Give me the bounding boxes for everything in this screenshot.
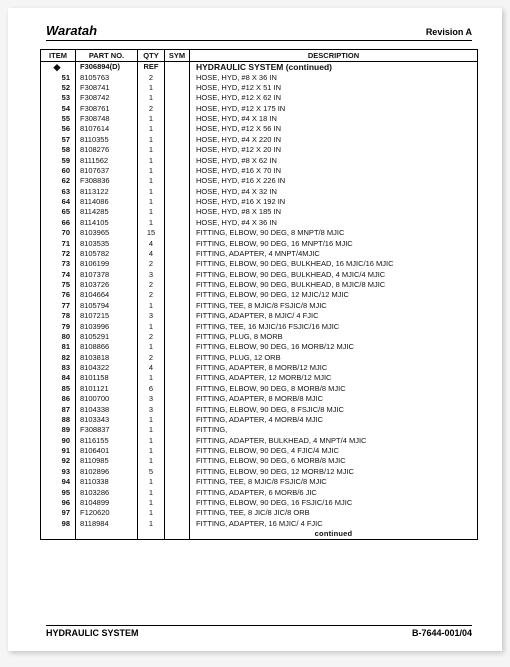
table-row: 9181064011FITTING, ELBOW, 90 DEG, 4 FJIC… bbox=[41, 446, 478, 456]
table-row: 9881189841FITTING, ADAPTER, 16 MJIC/ 4 F… bbox=[41, 519, 478, 529]
table-row: 7681046642FITTING, ELBOW, 90 DEG, 12 MJI… bbox=[41, 290, 478, 300]
table-row: 97F1206201FITTING, TEE, 8 JIC/8 JIC/8 OR… bbox=[41, 508, 478, 518]
table-row: 52F3087411HOSE, HYD, #12 X 51 IN bbox=[41, 83, 478, 93]
parts-table: ITEM PART NO. QTY SYM DESCRIPTION ◆ F306… bbox=[40, 49, 478, 540]
col-item: ITEM bbox=[41, 50, 76, 62]
table-row: 8081052912FITTING, PLUG, 8 MORB bbox=[41, 332, 478, 342]
table-row: 8881033431FITTING, ADAPTER, 4 MORB/4 MJI… bbox=[41, 415, 478, 425]
revision-label: Revision A bbox=[426, 27, 472, 37]
table-row: 70810396515FITTING, ELBOW, 90 DEG, 8 MNP… bbox=[41, 228, 478, 238]
table-row: 7481073783FITTING, ELBOW, 90 DEG, BULKHE… bbox=[41, 270, 478, 280]
table-row: 6081076371HOSE, HYD, #16 X 70 IN bbox=[41, 166, 478, 176]
col-desc: DESCRIPTION bbox=[190, 50, 478, 62]
table-row: 5781103551HOSE, HYD, #4 X 220 IN bbox=[41, 135, 478, 145]
table-row: 55F3087481HOSE, HYD, #4 X 18 IN bbox=[41, 114, 478, 124]
table-row: 7981039961FITTING, TEE, 16 MJIC/16 FSJIC… bbox=[41, 321, 478, 331]
table-row: 54F3087612HOSE, HYD, #12 X 175 IN bbox=[41, 104, 478, 114]
table-row: 7181035354FITTING, ELBOW, 90 DEG, 16 MNP… bbox=[41, 238, 478, 248]
table-row: 5681076141HOSE, HYD, #12 X 56 IN bbox=[41, 124, 478, 134]
table-row: 5181057632HOSE, HYD, #8 X 36 IN bbox=[41, 72, 478, 82]
table-row: 8781043383FITTING, ELBOW, 90 DEG, 8 FSJI… bbox=[41, 404, 478, 414]
table-row: 9081161551FITTING, ADAPTER, BULKHEAD, 4 … bbox=[41, 436, 478, 446]
table-row: 62F3088361HOSE, HYD, #16 X 226 IN bbox=[41, 176, 478, 186]
table-row: 6681141051HOSE, HYD, #4 X 36 IN bbox=[41, 218, 478, 228]
section-symbol: ◆ bbox=[41, 62, 76, 73]
table-row: 8581011216FITTING, ELBOW, 90 DEG, 8 MORB… bbox=[41, 384, 478, 394]
table-row: 89F3088371FITTING, bbox=[41, 425, 478, 435]
section-ref-qty: REF bbox=[138, 62, 165, 73]
table-row: 9381028965FITTING, ELBOW, 90 DEG, 12 MOR… bbox=[41, 467, 478, 477]
col-sym: SYM bbox=[165, 50, 190, 62]
table-row: 7881072153FITTING, ADAPTER, 8 MJIC/ 4 FJ… bbox=[41, 311, 478, 321]
table-row: 5881082761HOSE, HYD, #12 X 20 IN bbox=[41, 145, 478, 155]
table-row: 9281109851FITTING, ELBOW, 90 DEG, 6 MORB… bbox=[41, 456, 478, 466]
table-row: 8681007003FITTING, ADAPTER, 8 MORB/8 MJI… bbox=[41, 394, 478, 404]
section-sym-empty bbox=[165, 62, 190, 73]
table-row: 7281057824FITTING, ADAPTER, 4 MNPT/4MJIC bbox=[41, 249, 478, 259]
table-row: 7781057941FITTING, TEE, 8 MJIC/8 FSJIC/8… bbox=[41, 301, 478, 311]
table-row: 53F3087421HOSE, HYD, #12 X 62 IN bbox=[41, 93, 478, 103]
table-row: 8481011581FITTING, ADAPTER, 12 MORB/12 M… bbox=[41, 373, 478, 383]
footer-right: B-7644-001/04 bbox=[412, 628, 472, 638]
table-row: 6581142851HOSE, HYD, #8 X 185 IN bbox=[41, 207, 478, 217]
table-row: 9681048991FITTING, ELBOW, 90 DEG, 16 FSJ… bbox=[41, 498, 478, 508]
table-row: 5981115621HOSE, HYD, #8 X 62 IN bbox=[41, 155, 478, 165]
table-row: 8281038182FITTING, PLUG, 12 ORB bbox=[41, 353, 478, 363]
table-row: 6481140861HOSE, HYD, #16 X 192 IN bbox=[41, 197, 478, 207]
col-qty: QTY bbox=[138, 50, 165, 62]
continued-row: continued bbox=[41, 529, 478, 540]
table-row: 6381131221HOSE, HYD, #4 X 32 IN bbox=[41, 187, 478, 197]
brand-title: Waratah bbox=[46, 23, 97, 38]
table-row: 7581037262FITTING, ELBOW, 90 DEG, BULKHE… bbox=[41, 280, 478, 290]
col-part: PART NO. bbox=[76, 50, 138, 62]
table-row: 9581032861FITTING, ADAPTER, 6 MORB/6 JIC bbox=[41, 487, 478, 497]
section-title: HYDRAULIC SYSTEM (continued) bbox=[190, 62, 478, 73]
table-row: 9481103381FITTING, TEE, 8 MJIC/8 FSJIC/8… bbox=[41, 477, 478, 487]
footer-left: HYDRAULIC SYSTEM bbox=[46, 628, 139, 638]
table-row: 8181088661FITTING, ELBOW, 90 DEG, 16 MOR… bbox=[41, 342, 478, 352]
section-ref-part: F306894(D) bbox=[76, 62, 138, 73]
table-row: 8381043224FITTING, ADAPTER, 8 MORB/12 MJ… bbox=[41, 363, 478, 373]
table-row: 7381061992FITTING, ELBOW, 90 DEG, BULKHE… bbox=[41, 259, 478, 269]
